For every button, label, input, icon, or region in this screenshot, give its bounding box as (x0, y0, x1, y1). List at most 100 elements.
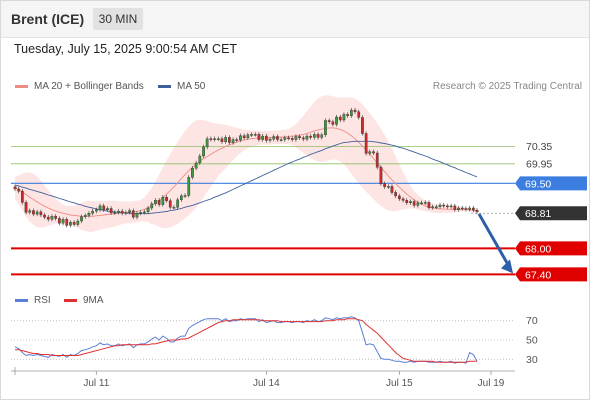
level-tag-support (515, 241, 587, 256)
time-tick-label: Jul 15 (386, 378, 413, 389)
candle (235, 139, 239, 141)
time-tick-label: Jul 19 (478, 378, 505, 389)
candle (464, 208, 468, 210)
candle (353, 109, 357, 112)
candle (313, 134, 316, 138)
candle (239, 135, 242, 141)
candle (335, 116, 338, 125)
candle (194, 162, 198, 169)
candle (268, 138, 272, 141)
candle (368, 151, 372, 154)
candle (401, 198, 405, 201)
candle (131, 210, 135, 218)
candle (265, 135, 268, 141)
rsi-label: RSI (34, 295, 51, 306)
level-label-resistance: 69.95 (526, 158, 552, 170)
candle (294, 136, 298, 140)
candle (94, 209, 98, 212)
candle (21, 190, 24, 203)
candle (13, 186, 17, 190)
candle (198, 155, 202, 164)
candle (87, 212, 91, 216)
candle (220, 138, 224, 142)
candle (398, 195, 401, 200)
candle (405, 199, 409, 203)
candle (157, 199, 161, 205)
candle (216, 138, 220, 140)
time-tick-label: Jul 14 (253, 378, 280, 389)
candle (209, 138, 213, 140)
rsi-tick-label: 70 (526, 315, 538, 327)
candle (28, 210, 32, 213)
candle (224, 137, 227, 142)
candle (102, 205, 106, 210)
rsi-swatch (15, 298, 28, 302)
ma20-swatch (15, 84, 28, 88)
rsi-tick-label: 50 (526, 335, 538, 347)
ma50-swatch (158, 84, 171, 88)
candle (453, 205, 457, 210)
candle (179, 195, 183, 200)
legend-ma50: MA 50 (158, 81, 205, 92)
candle (202, 146, 205, 157)
candle (142, 211, 146, 214)
timeframe-button[interactable]: 30 MIN (93, 8, 143, 30)
candle (43, 214, 46, 218)
forecast-arrowhead (501, 259, 513, 274)
level-label-support: 67.40 (525, 269, 551, 281)
time-tick-label: Jul 11 (83, 378, 109, 389)
candle (446, 205, 449, 208)
rsi-ma-line (15, 318, 477, 363)
candle (427, 202, 431, 208)
candle (61, 219, 65, 224)
candle (54, 216, 57, 219)
candle (387, 186, 390, 188)
candle (124, 212, 128, 214)
candle (375, 152, 379, 168)
candle (106, 208, 109, 210)
candle (261, 135, 264, 140)
candle (257, 134, 261, 140)
candle (191, 167, 194, 178)
legend-rsi: RSI (15, 295, 51, 306)
candle (460, 207, 464, 210)
candle (113, 212, 117, 214)
candle (120, 210, 124, 214)
candle (24, 202, 28, 213)
candle (357, 111, 361, 118)
candle (379, 167, 383, 185)
candle (346, 114, 349, 116)
candle (76, 220, 80, 225)
candle (342, 114, 346, 121)
candle (150, 203, 154, 209)
candle (287, 137, 290, 140)
candle (475, 209, 479, 213)
candle (98, 205, 102, 210)
candle (394, 192, 397, 197)
candle (65, 219, 69, 226)
candle (338, 116, 342, 121)
rsi-tick-label: 30 (526, 354, 538, 366)
candle (305, 135, 309, 140)
candle (250, 134, 253, 136)
candle (301, 137, 305, 140)
legend-ma20: MA 20 + Bollinger Bands (15, 81, 144, 92)
level-label-current: 68.81 (525, 208, 551, 220)
candle (409, 201, 412, 203)
level-label-resistance: 70.35 (526, 141, 552, 153)
level-tag-current (515, 206, 587, 221)
candle (128, 210, 131, 213)
candle (205, 138, 209, 148)
candle (139, 212, 142, 214)
candle (457, 207, 460, 210)
candle (350, 109, 353, 116)
candle (361, 117, 364, 134)
candle (472, 207, 475, 211)
candle (172, 206, 176, 209)
candle (109, 208, 113, 214)
candle (46, 216, 50, 220)
datetime-label: Tuesday, July 15, 2025 9:00:54 AM CET (14, 42, 238, 56)
level-label-support: 68.00 (525, 243, 551, 255)
9ma-label: 9MA (83, 295, 104, 306)
